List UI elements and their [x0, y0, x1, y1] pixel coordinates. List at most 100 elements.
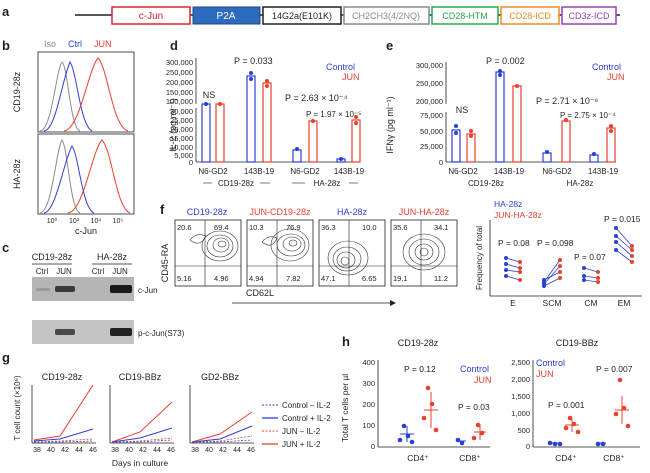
- segment-14g2a-label: 14G2a(E101K): [272, 11, 332, 21]
- ifng-bar-143b-ha-control: [589, 154, 599, 163]
- flow-contour-1: [189, 230, 239, 262]
- growth-xtick: 38: [111, 447, 119, 454]
- il2-ytick-top-0: 300,000: [166, 58, 193, 67]
- ifng-point: [469, 129, 473, 133]
- growth-legend-1: Control + IL-2: [282, 414, 331, 423]
- panel-label-a: a: [2, 4, 10, 19]
- histogram-cd19: CD19-28z: [12, 51, 135, 133]
- flow-quadrants-3: 36.3 10.0 47.1 6.65: [321, 223, 377, 283]
- growth-xticks: 38 40 42 44 46 38 40 42 44 46 38 40 42 4…: [33, 447, 255, 454]
- freq-legend-jun: JUN-HA-28z: [494, 210, 542, 220]
- tcells-ytick-left: 100: [362, 421, 375, 430]
- il2-ytick-top-4: 100,000: [166, 97, 193, 106]
- ifng-group-ha: HA-28z: [567, 179, 594, 188]
- legend-ctrl: Ctrl: [68, 39, 82, 49]
- panel-b-xticks: 10⁰ 10³ 10⁴ 10⁵: [47, 217, 124, 225]
- ifng-legend-jun: JUN: [607, 72, 625, 82]
- growth-title-2: CD19-BBz: [119, 372, 162, 382]
- ifng-stat-ns: NS: [456, 105, 469, 115]
- chart-il2: IL-2 (pg ml⁻¹) 300,000 250,000 200,000 1…: [166, 56, 365, 188]
- histogram-ha: HA-28z: [12, 133, 135, 215]
- tcells-cat-right-0: CD4⁺: [555, 453, 577, 463]
- flow-q-ul-4: 35.6: [393, 223, 408, 232]
- segment-ch2ch3: [343, 6, 430, 25]
- histogram-cd19-jun: [63, 57, 129, 132]
- flow-q-ur-4: 34.1: [434, 223, 449, 232]
- il2-points: [204, 71, 358, 161]
- xtick-b-2: 10⁴: [91, 218, 102, 225]
- il2-bar-143b-ha-jun: [351, 119, 361, 163]
- il2-stat-ns: NS: [203, 90, 216, 100]
- western-blot: CD19-28z HA-28z Ctrl JUN Ctrl JUN c-Jun …: [32, 252, 185, 344]
- il2-ytick-bot-6: 0: [189, 158, 193, 167]
- blot-label-pcjun: p-c-Jun(S73): [138, 329, 185, 338]
- flow-quadrants-2: 10.3 76.9 4.94 7.82: [249, 223, 301, 283]
- histogram-cd19-iso: [39, 61, 81, 132]
- band-cjun-3: [110, 285, 132, 293]
- il2-ytick-bot-4: 10,000: [170, 143, 193, 152]
- blot-group-ha: HA-28z: [97, 252, 128, 262]
- flow-title-3: HA-28z: [337, 207, 368, 217]
- freq-cat-e: E: [510, 298, 516, 308]
- tcells-legend-control: Control: [460, 364, 489, 374]
- flow-q-ur-1: 69.4: [214, 223, 229, 232]
- il2-point: [311, 119, 315, 123]
- ifng-bar-n6-ha-jun: [561, 120, 571, 163]
- il2-ytick-bot-1: 25,000: [170, 116, 193, 125]
- growth-xtick: 40: [125, 447, 133, 454]
- il2-point: [265, 84, 269, 88]
- tcells-legend-control-right: Control: [536, 358, 565, 368]
- tcells-left-means: [400, 392, 486, 442]
- flow-plot-4: JUN-HA-28z 35.6 34.1 19.1 11.2: [390, 207, 458, 287]
- il2-ytick-top-3: 150,000: [166, 88, 193, 97]
- il2-point: [265, 79, 269, 83]
- growth-legend-3: JUN + IL-2: [282, 440, 321, 449]
- tcells-legend-jun-right: JUN: [536, 369, 554, 379]
- il2-bar-n6-cd19-jun: [215, 103, 225, 163]
- histogram-cd19-ctrl: [43, 60, 93, 132]
- freq-stat-scm: P = 0.098: [537, 238, 574, 248]
- growth-xtick: 42: [61, 447, 69, 454]
- ifng-point: [454, 131, 458, 135]
- growth-xtick: 46: [167, 447, 175, 454]
- il2-cat-2: N6-GD2: [290, 167, 320, 176]
- blot-label-cjun: c-Jun: [138, 286, 158, 295]
- ifng-cat-3: 143B-19: [588, 167, 619, 176]
- band-cjun-1: [55, 286, 75, 292]
- flow-q-ll-2: 4.94: [249, 274, 264, 283]
- tcells-stat-right-1: P = 0.007: [596, 364, 633, 374]
- ifng-group-cd19: CD19-28z: [468, 179, 504, 188]
- growth-ylabel: T cell count (×10⁶): [13, 375, 22, 441]
- ifng-point: [609, 129, 613, 133]
- growth-xtick: 40: [205, 447, 213, 454]
- panel-label-b: b: [2, 38, 10, 53]
- il2-point: [354, 115, 358, 119]
- panel-b-legend: Iso Ctrl JUN: [44, 39, 112, 49]
- tcells-cat-left-0: CD4⁺: [407, 453, 429, 463]
- il2-stats: NS P = 0.033 P = 2.63 × 10⁻⁴ P = 1.97 × …: [203, 56, 362, 119]
- segment-ch2ch3-label: CH2CH3(4/2NQ): [352, 11, 420, 21]
- growth-xtick: 44: [75, 447, 83, 454]
- panel-b-xlabel: c-Jun: [75, 226, 97, 236]
- ifng-legend-control: Control: [592, 62, 621, 72]
- flow-plot-2: JUN-CD19-28z 10.3 76.9 4.94 7.82: [246, 207, 314, 287]
- panel-label-d: d: [170, 38, 178, 53]
- il2-cat-3: 143B-19: [334, 167, 365, 176]
- flow-q-lr-4: 11.2: [434, 274, 448, 283]
- ifng-ytick-top-0: 300,000: [416, 61, 443, 70]
- histogram-cd19-frame: [37, 51, 135, 133]
- flow-q-ur-3: 10.0: [362, 223, 377, 232]
- il2-bar-n6-ha-control: [292, 149, 302, 163]
- band-pcjun-1: [55, 329, 75, 335]
- growth-xtick: 44: [153, 447, 161, 454]
- tcells-ytick-left: 300: [362, 379, 375, 388]
- il2-legend-jun: JUN: [342, 72, 360, 82]
- segment-p2a: [192, 6, 261, 25]
- freq-paired-lines: [505, 227, 633, 287]
- ifng-ytick-bot-3: 0: [439, 158, 443, 167]
- flow-contour-4: [402, 233, 446, 271]
- flow-q-ur-2: 76.9: [286, 223, 301, 232]
- blot-group-cd19: CD19-28z: [32, 252, 73, 262]
- growth-xtick: 42: [139, 447, 147, 454]
